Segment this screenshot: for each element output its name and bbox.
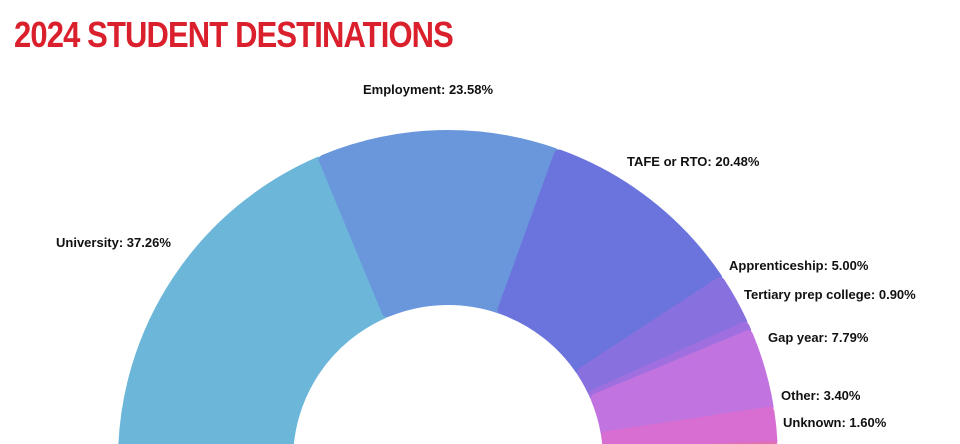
slice-tafe-or-rto[interactable] <box>497 149 723 376</box>
label-tafe-or-rto: TAFE or RTO: 20.48% <box>627 154 760 169</box>
slice-other[interactable] <box>601 406 778 444</box>
label-employment: Employment: 23.58% <box>363 82 493 97</box>
label-gap-year: Gap year: 7.79% <box>768 330 869 345</box>
chart-slices <box>118 130 778 444</box>
label-tertiary-prep-college: Tertiary prep college: 0.90% <box>744 287 916 302</box>
label-unknown: Unknown: 1.60% <box>783 415 887 430</box>
slice-employment[interactable] <box>318 130 560 318</box>
label-apprenticeship: Apprenticeship: 5.00% <box>729 258 869 273</box>
label-other: Other: 3.40% <box>781 388 861 403</box>
chart-labels: University: 37.26% Employment: 23.58% TAFE… <box>56 82 916 430</box>
page-title: 2024 STUDENT DESTINATIONS <box>14 14 454 55</box>
label-university: University: 37.26% <box>56 235 171 250</box>
slice-university[interactable] <box>118 156 390 444</box>
